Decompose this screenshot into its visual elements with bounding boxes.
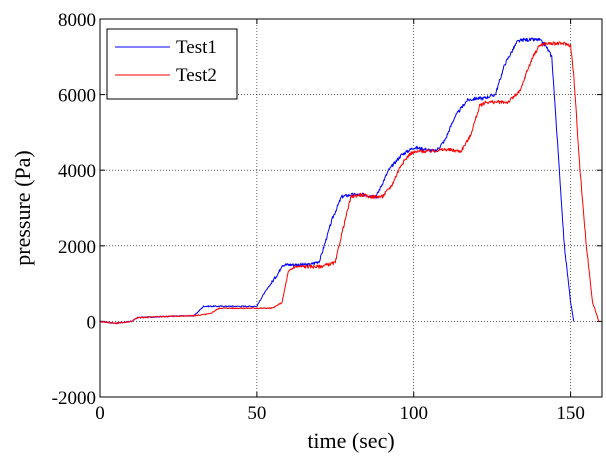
x-tick-label: 50 — [247, 403, 266, 424]
legend-label-test1: Test1 — [176, 37, 217, 58]
y-axis-label: pressure (Pa) — [10, 150, 35, 265]
y-tick-label: 6000 — [58, 86, 96, 107]
series-layer — [99, 37, 600, 325]
legend: Test1 Test2 — [106, 28, 238, 100]
x-tick-label: 150 — [556, 403, 585, 424]
y-tick-label: -2000 — [52, 388, 96, 409]
x-tick-label: 0 — [95, 403, 105, 424]
plot-frame — [99, 18, 603, 398]
y-tick-label: 4000 — [58, 161, 96, 182]
grid-lines — [100, 19, 602, 397]
x-tick-label: 100 — [400, 403, 429, 424]
y-tick-label: 0 — [87, 312, 97, 333]
legend-label-test2: Test2 — [176, 65, 217, 86]
x-axis-label: time (sec) — [307, 428, 394, 453]
legend-box — [106, 28, 238, 100]
y-tick-label: 2000 — [58, 237, 96, 258]
y-tick-label: 8000 — [58, 10, 96, 31]
series-line-test2 — [99, 41, 600, 325]
